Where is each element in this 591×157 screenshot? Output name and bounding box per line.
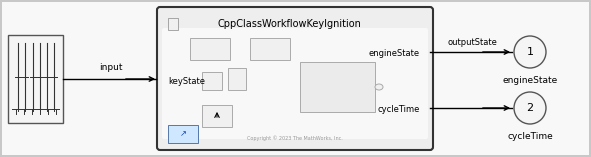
- Text: outputState: outputState: [447, 38, 497, 47]
- Text: cycleTime: cycleTime: [378, 106, 420, 114]
- Bar: [8, 35, 63, 123]
- FancyBboxPatch shape: [157, 7, 433, 150]
- Bar: [202, 72, 222, 90]
- Text: keyState: keyState: [168, 76, 205, 86]
- Bar: [228, 68, 246, 90]
- Ellipse shape: [375, 84, 383, 90]
- Text: 1: 1: [527, 47, 534, 57]
- Bar: [168, 18, 178, 30]
- Text: ↗: ↗: [180, 130, 187, 138]
- Bar: [250, 38, 290, 60]
- Text: Copyright © 2023 The MathWorks, Inc.: Copyright © 2023 The MathWorks, Inc.: [247, 135, 343, 141]
- Circle shape: [514, 36, 546, 68]
- Bar: [202, 105, 232, 127]
- Bar: [300, 62, 375, 112]
- Text: cycleTime: cycleTime: [507, 132, 553, 141]
- Text: input: input: [99, 63, 122, 72]
- Text: engineState: engineState: [502, 76, 558, 85]
- Bar: [190, 38, 230, 60]
- Text: CppClassWorkflowKeyIgnition: CppClassWorkflowKeyIgnition: [217, 19, 362, 29]
- Text: engineState: engineState: [369, 49, 420, 59]
- FancyBboxPatch shape: [162, 28, 428, 139]
- Text: 2: 2: [527, 103, 534, 113]
- Bar: [168, 125, 198, 143]
- Circle shape: [514, 92, 546, 124]
